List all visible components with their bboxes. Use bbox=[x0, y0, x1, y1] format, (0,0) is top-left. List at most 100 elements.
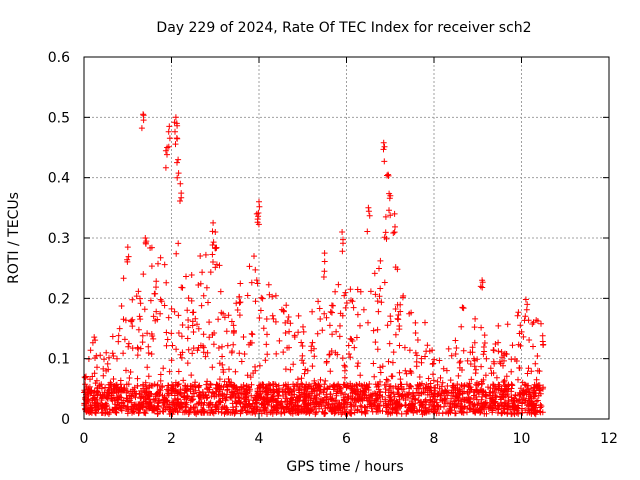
data-point bbox=[434, 381, 441, 388]
data-point bbox=[121, 336, 128, 343]
data-point bbox=[284, 398, 291, 405]
data-point bbox=[350, 304, 357, 311]
data-point bbox=[258, 410, 265, 417]
data-point bbox=[407, 402, 414, 409]
data-point bbox=[231, 382, 237, 389]
data-point bbox=[468, 376, 475, 383]
data-point bbox=[498, 349, 505, 355]
data-point bbox=[113, 409, 120, 416]
data-point bbox=[457, 358, 464, 365]
data-point bbox=[92, 410, 99, 417]
data-point bbox=[219, 393, 226, 400]
data-point bbox=[171, 392, 178, 399]
data-point bbox=[106, 354, 112, 361]
data-point bbox=[216, 262, 223, 269]
data-point bbox=[381, 158, 388, 165]
data-point bbox=[444, 400, 451, 407]
data-point bbox=[509, 382, 515, 389]
data-point bbox=[310, 406, 316, 413]
y-tick-label: 0.5 bbox=[48, 110, 70, 126]
data-point bbox=[377, 407, 384, 414]
data-point bbox=[452, 410, 459, 417]
data-point bbox=[275, 382, 282, 389]
data-point bbox=[236, 312, 243, 319]
data-point bbox=[220, 384, 227, 391]
data-point bbox=[300, 323, 306, 330]
data-point bbox=[396, 342, 403, 349]
data-point bbox=[396, 369, 403, 376]
data-point bbox=[188, 272, 195, 278]
data-point bbox=[139, 332, 146, 339]
data-point bbox=[432, 406, 439, 413]
data-point bbox=[479, 279, 486, 286]
data-point bbox=[471, 357, 478, 364]
data-point bbox=[378, 299, 385, 306]
data-point bbox=[206, 319, 213, 326]
data-point bbox=[377, 369, 384, 376]
data-point bbox=[334, 388, 341, 395]
data-point bbox=[316, 391, 323, 397]
data-point bbox=[120, 385, 127, 392]
data-point bbox=[430, 360, 437, 367]
data-point bbox=[300, 360, 307, 367]
data-point bbox=[474, 382, 481, 389]
data-point bbox=[256, 315, 263, 321]
data-point bbox=[139, 339, 146, 346]
data-point bbox=[298, 408, 305, 415]
data-point bbox=[140, 271, 147, 278]
data-point bbox=[172, 128, 178, 135]
data-point bbox=[166, 135, 173, 142]
data-point bbox=[257, 307, 264, 314]
data-point bbox=[529, 321, 536, 327]
data-point bbox=[195, 393, 202, 400]
data-point bbox=[222, 408, 229, 415]
data-point bbox=[486, 395, 493, 402]
data-point bbox=[524, 370, 531, 377]
data-point bbox=[534, 318, 541, 324]
data-point bbox=[246, 400, 253, 407]
data-point bbox=[225, 376, 232, 382]
data-point bbox=[124, 388, 131, 395]
data-point bbox=[392, 223, 398, 230]
data-point bbox=[107, 381, 114, 388]
data-point bbox=[345, 393, 352, 400]
data-point bbox=[386, 195, 393, 202]
data-point bbox=[537, 401, 544, 408]
data-point bbox=[392, 306, 399, 312]
data-point bbox=[177, 351, 184, 358]
data-point bbox=[158, 298, 165, 305]
data-point bbox=[521, 317, 528, 324]
data-point bbox=[154, 402, 161, 409]
data-point bbox=[406, 385, 413, 392]
data-point bbox=[328, 348, 335, 354]
data-point bbox=[99, 391, 106, 398]
data-point bbox=[490, 347, 497, 354]
data-point bbox=[138, 125, 145, 132]
data-point bbox=[419, 401, 426, 408]
data-point bbox=[280, 349, 287, 356]
data-point bbox=[216, 376, 223, 383]
data-point bbox=[442, 395, 449, 402]
data-point bbox=[237, 280, 244, 287]
data-point bbox=[274, 388, 281, 395]
data-point bbox=[471, 363, 478, 370]
data-point bbox=[340, 397, 347, 404]
data-point bbox=[180, 377, 187, 384]
data-point bbox=[154, 381, 161, 388]
data-point bbox=[327, 391, 334, 398]
data-point bbox=[351, 409, 358, 416]
data-point bbox=[386, 340, 393, 347]
data-point bbox=[109, 350, 116, 357]
data-point bbox=[262, 357, 269, 364]
data-point bbox=[300, 328, 307, 335]
data-point bbox=[321, 258, 328, 265]
data-point bbox=[330, 386, 337, 393]
data-point bbox=[416, 374, 423, 380]
data-point bbox=[195, 325, 202, 332]
data-point bbox=[114, 401, 121, 408]
data-point bbox=[377, 257, 384, 264]
data-point bbox=[406, 347, 413, 354]
data-point bbox=[355, 360, 362, 367]
data-point bbox=[472, 409, 479, 416]
data-point bbox=[522, 407, 529, 414]
